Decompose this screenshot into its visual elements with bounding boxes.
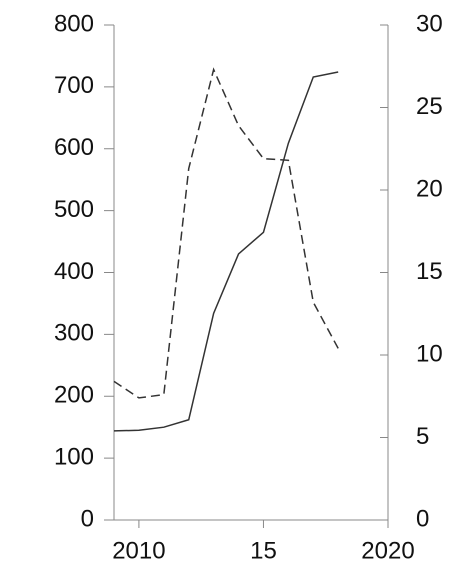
y2-tick-label: 10 <box>416 340 443 367</box>
y-tick-label: 600 <box>54 134 94 161</box>
y-tick-label: 300 <box>54 320 94 347</box>
y2-tick-label: 25 <box>416 93 443 120</box>
series-line <box>113 67 339 399</box>
x-tick-label: 15 <box>250 537 277 564</box>
y-tick-label: 800 <box>54 10 94 37</box>
y2-tick-label: 5 <box>416 423 429 450</box>
y-tick-label: 400 <box>54 258 94 285</box>
y-tick-label: 700 <box>54 72 94 99</box>
y-tick-label: 0 <box>81 505 94 532</box>
y2-tick-label: 0 <box>416 505 429 532</box>
y-tick-label: 100 <box>54 443 94 470</box>
x-tick-label: 2020 <box>361 537 414 564</box>
x-tick-label: 2010 <box>112 537 165 564</box>
y-tick-label: 200 <box>54 382 94 409</box>
y2-tick-label: 30 <box>416 10 443 37</box>
y2-tick-label: 15 <box>416 258 443 285</box>
series-line <box>113 71 339 432</box>
y2-tick-label: 20 <box>416 175 443 202</box>
y-tick-label: 500 <box>54 196 94 223</box>
